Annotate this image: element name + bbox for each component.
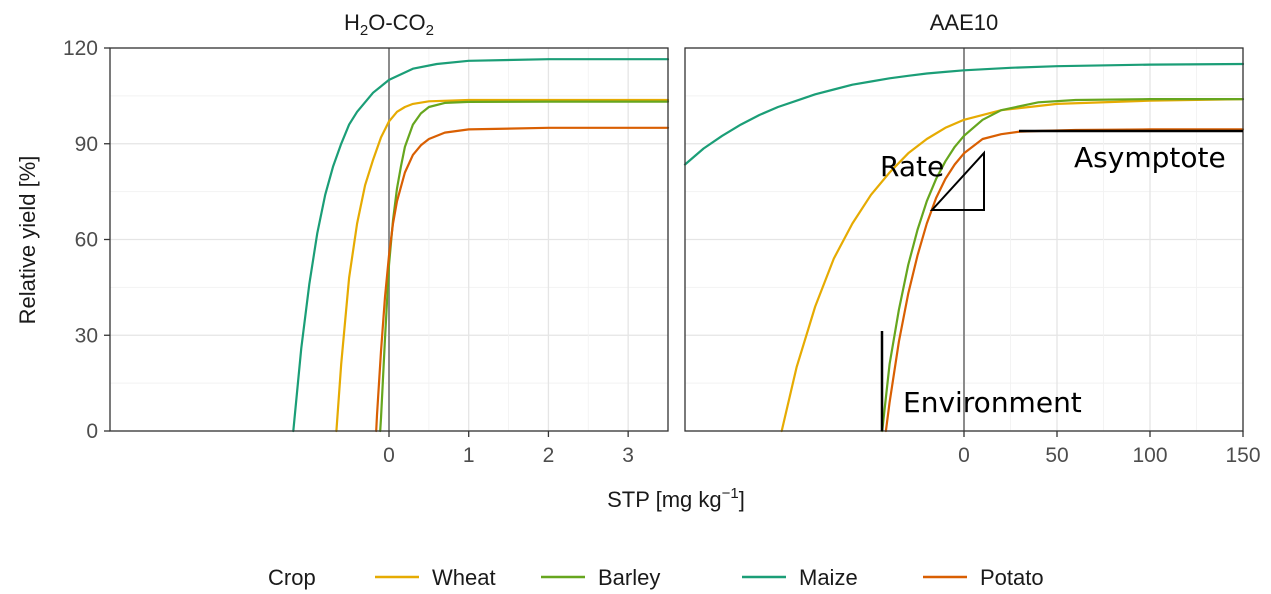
x-tick-label: 0 <box>958 444 970 467</box>
annotation-rate: Rate <box>880 150 944 183</box>
x-tick-label: 100 <box>1132 444 1167 467</box>
y-tick-label: 120 <box>63 37 98 60</box>
legend-label-barley: Barley <box>598 565 660 590</box>
annotation-asymptote: Asymptote <box>1074 141 1226 174</box>
series-line-potato <box>375 126 670 433</box>
y-axis-ticks: 0 30 60 90 120 <box>63 37 110 443</box>
x-axis-ticks: 0 50 100 150 <box>958 431 1261 467</box>
x-tick-label: 1 <box>463 444 475 467</box>
x-tick-label: 50 <box>1045 444 1068 467</box>
rate-triangle <box>929 150 985 211</box>
panel-title-h2o-co2: H2O-CO2 <box>344 10 434 39</box>
y-axis-title: Relative yield [%] <box>15 156 40 325</box>
annotation-layer: Asymptote Rate Environment <box>880 129 1243 431</box>
series-line-wheat <box>335 98 670 433</box>
legend-label-wheat: Wheat <box>432 565 496 590</box>
series-line-maize <box>292 58 670 433</box>
legend-title: Crop <box>268 565 316 590</box>
x-tick-label: 0 <box>383 444 395 467</box>
series-line-maize <box>683 62 1245 166</box>
y-tick-label: 30 <box>75 324 98 347</box>
panel-aae10: AAE10 0 50 100 150 Asymptote Rate Environme… <box>683 10 1261 467</box>
x-axis-ticks: 0 1 2 3 <box>383 431 634 467</box>
x-tick-label: 3 <box>622 444 634 467</box>
annotation-environment: Environment <box>903 386 1082 419</box>
panel-h2o-co2: H2O-CO2 0 1 2 3 <box>109 10 670 467</box>
y-tick-label: 90 <box>75 133 98 156</box>
x-tick-label: 2 <box>543 444 555 467</box>
x-tick-label: 150 <box>1225 444 1260 467</box>
series-line-wheat <box>780 98 1245 433</box>
panel-series <box>292 58 670 433</box>
y-tick-label: 0 <box>86 420 98 443</box>
legend-label-potato: Potato <box>980 565 1044 590</box>
legend-label-maize: Maize <box>799 565 858 590</box>
panel-title-aae10: AAE10 <box>930 10 999 35</box>
legend: Crop Wheat Barley Maize Potato <box>268 565 1044 590</box>
series-line-barley <box>379 100 670 433</box>
series-line-barley <box>881 98 1245 433</box>
x-axis-title: STP [mg kg−1] <box>607 485 745 512</box>
y-tick-label: 60 <box>75 229 98 252</box>
